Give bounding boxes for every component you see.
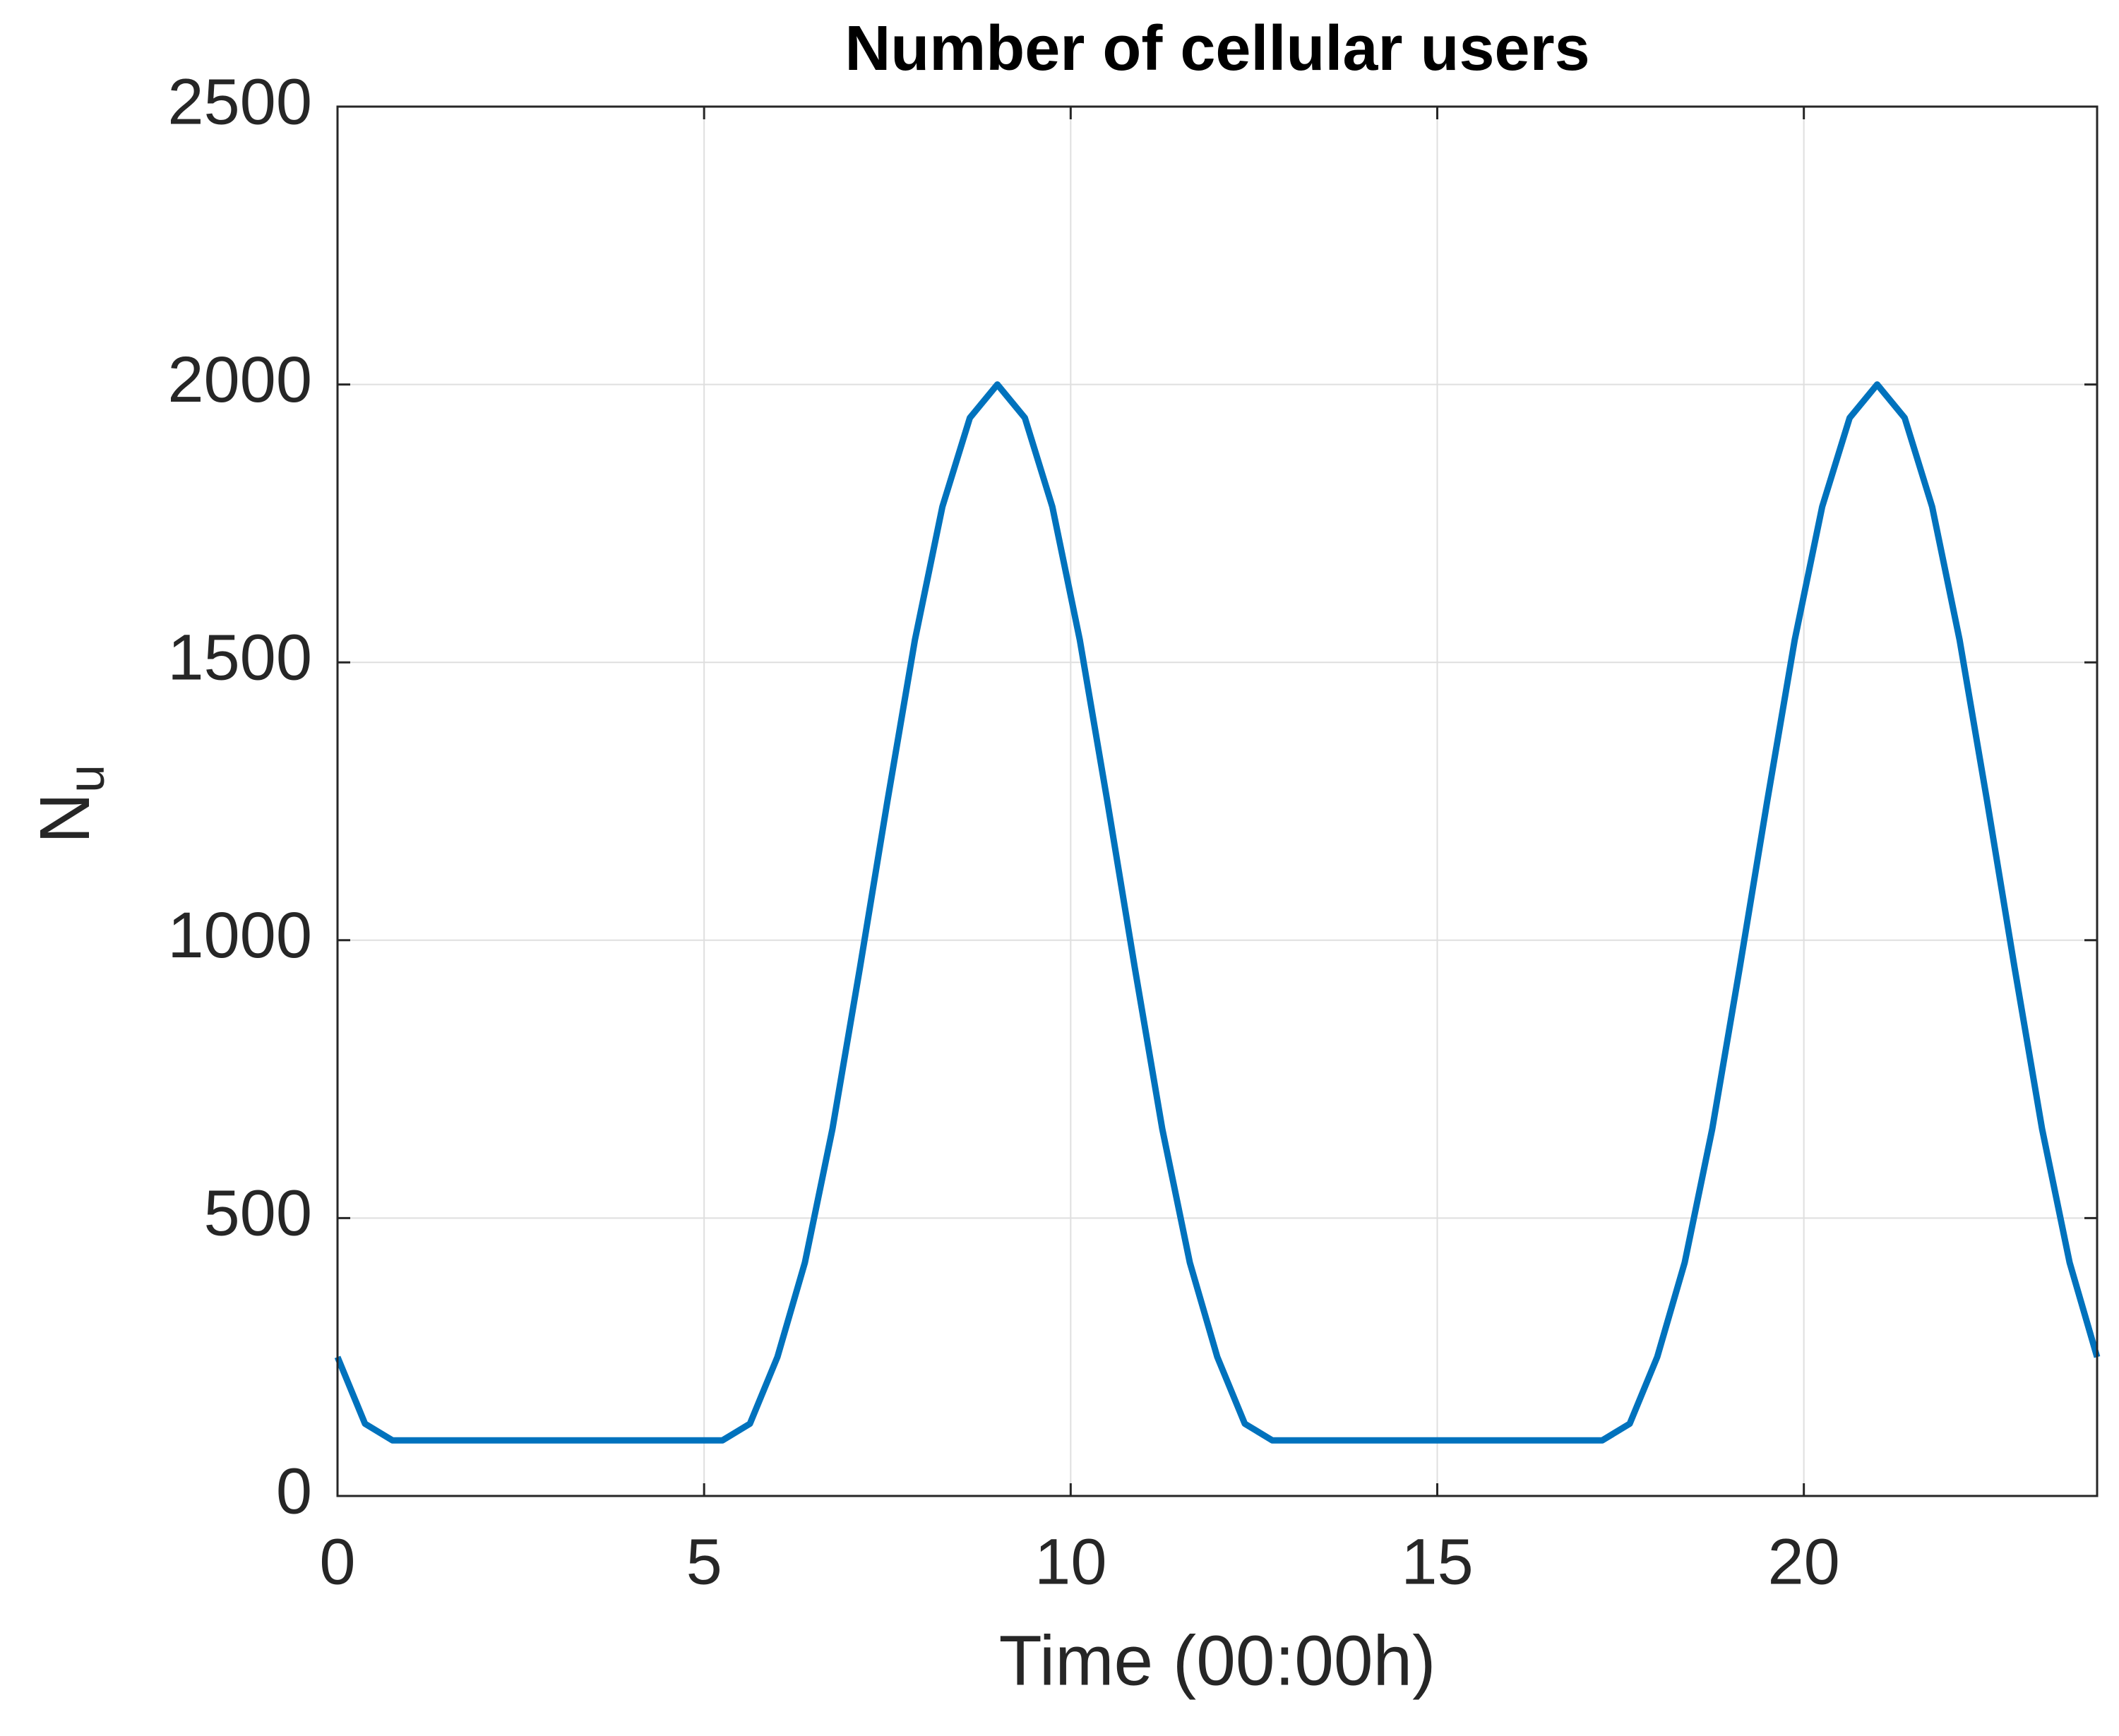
y-tick-label: 2000 xyxy=(167,344,312,416)
y-tick-label: 500 xyxy=(204,1178,313,1250)
y-tick-label: 1500 xyxy=(167,621,312,693)
y-tick-label: 0 xyxy=(276,1455,312,1527)
x-tick-label: 0 xyxy=(319,1526,355,1598)
x-axis-label: Time (00:00h) xyxy=(999,1621,1436,1700)
y-axis-label-subscript: u xyxy=(59,765,115,793)
y-tick-label: 2500 xyxy=(167,66,312,138)
x-tick-label: 15 xyxy=(1401,1526,1473,1598)
y-axis-label-main: N xyxy=(25,793,105,844)
x-tick-label: 5 xyxy=(686,1526,722,1598)
data-line xyxy=(334,381,2101,1444)
plot-frame xyxy=(336,105,2099,1497)
x-tick-label: 10 xyxy=(1034,1526,1106,1598)
y-axis-label: Nu xyxy=(25,765,115,844)
chart-title: Number of cellular users xyxy=(844,13,1589,84)
x-tick-label: 20 xyxy=(1767,1526,1839,1598)
y-tick-label: 1000 xyxy=(167,899,312,971)
